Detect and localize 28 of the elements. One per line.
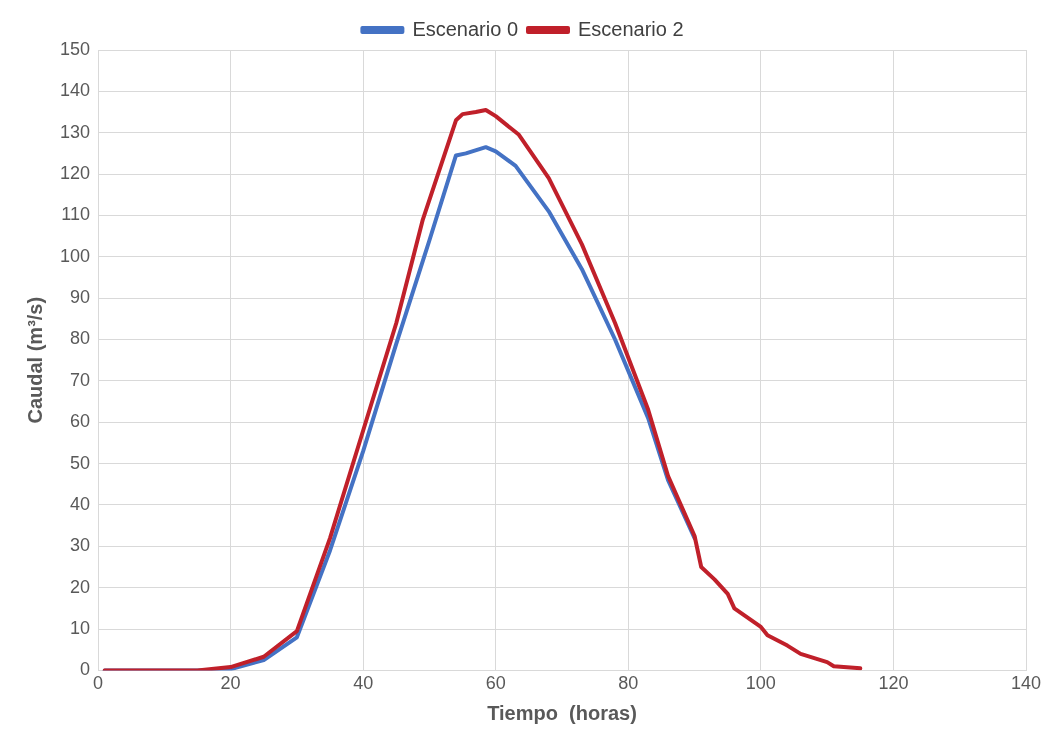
- y-tick-label: 20: [70, 576, 91, 597]
- legend-label: Escenario 0: [412, 17, 519, 40]
- legend-label: Escenario 2: [578, 17, 684, 40]
- x-tick-label: 140: [1010, 673, 1042, 694]
- y-tick-label: 30: [70, 535, 91, 556]
- y-tick-label: 130: [59, 121, 91, 142]
- x-tick-label: 40: [353, 673, 374, 694]
- y-tick-label: 50: [70, 452, 91, 473]
- x-tick-label: 120: [878, 673, 909, 694]
- y-tick-label: 0: [80, 659, 91, 680]
- x-tick-label: 0: [93, 673, 104, 694]
- y-tick-label: 100: [59, 245, 91, 266]
- x-tick-label: 60: [485, 673, 506, 694]
- y-tick-label: 10: [70, 618, 91, 639]
- x-axis-title: Tiempo (horas): [487, 701, 637, 724]
- x-tick-label: 20: [220, 673, 241, 694]
- y-tick-label: 120: [59, 163, 91, 184]
- y-tick-label: 90: [70, 287, 91, 308]
- y-axis-title: Caudal (m³/s): [23, 296, 46, 424]
- y-tick-label: 150: [59, 38, 91, 59]
- y-tick-label: 70: [70, 369, 91, 390]
- y-tick-label: 40: [70, 493, 91, 514]
- y-tick-label: 140: [59, 80, 91, 101]
- x-tick-label: 80: [618, 673, 639, 694]
- x-tick-label: 100: [745, 673, 776, 694]
- y-tick-label: 60: [70, 411, 91, 432]
- y-tick-label: 80: [70, 328, 91, 349]
- y-tick-label: 110: [61, 204, 91, 225]
